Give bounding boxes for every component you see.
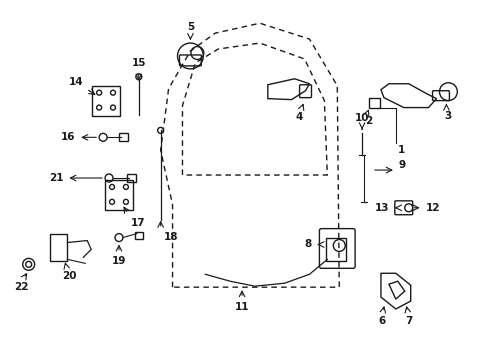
Bar [127,174,136,182]
Text: 19: 19 [112,256,126,266]
Bar [325,238,346,261]
Text: 1: 1 [397,145,404,155]
Text: 4: 4 [295,112,303,122]
Bar [49,234,67,261]
Bar [135,231,142,239]
Text: 21: 21 [49,173,63,183]
Text: 3: 3 [444,111,451,121]
Bar [368,98,379,108]
Text: 7: 7 [404,316,411,326]
Text: 22: 22 [15,282,29,292]
Text: 8: 8 [304,239,311,249]
Text: 10: 10 [354,113,368,123]
Bar [105,180,133,210]
Text: 18: 18 [163,231,178,242]
Text: 20: 20 [62,271,77,281]
Text: 13: 13 [374,203,388,213]
Bar [119,133,128,141]
Text: 15: 15 [131,58,146,68]
Text: 6: 6 [378,316,385,326]
Text: 2: 2 [365,117,372,126]
Text: 9: 9 [398,160,405,170]
Text: 14: 14 [68,77,83,87]
Text: 11: 11 [234,302,249,312]
Text: 5: 5 [186,22,194,32]
Text: 12: 12 [425,203,439,213]
Text: 16: 16 [61,132,75,142]
Bar [92,86,120,116]
Text: 17: 17 [131,218,145,228]
